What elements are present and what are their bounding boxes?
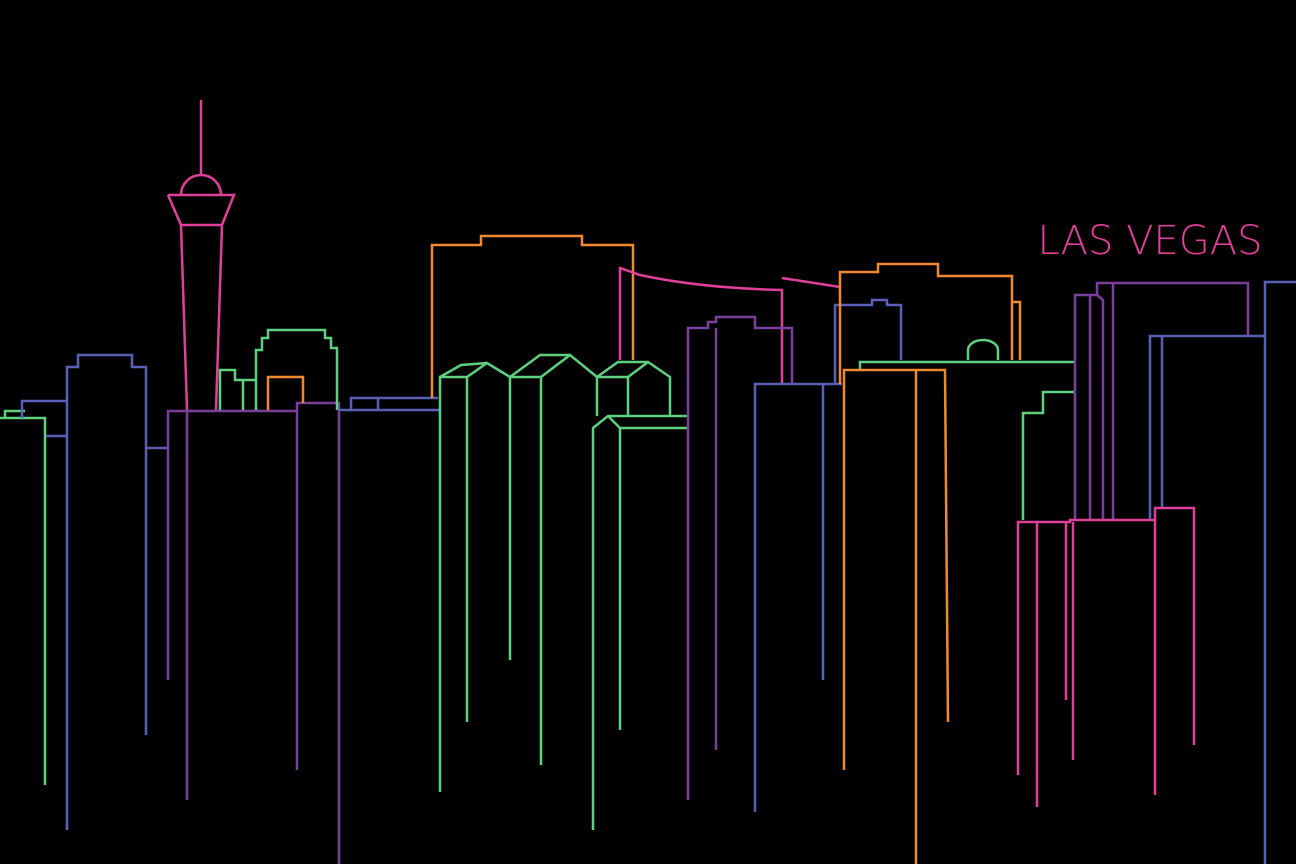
buildings (0, 100, 1296, 864)
title: LAS VEGAS (1037, 218, 1262, 264)
